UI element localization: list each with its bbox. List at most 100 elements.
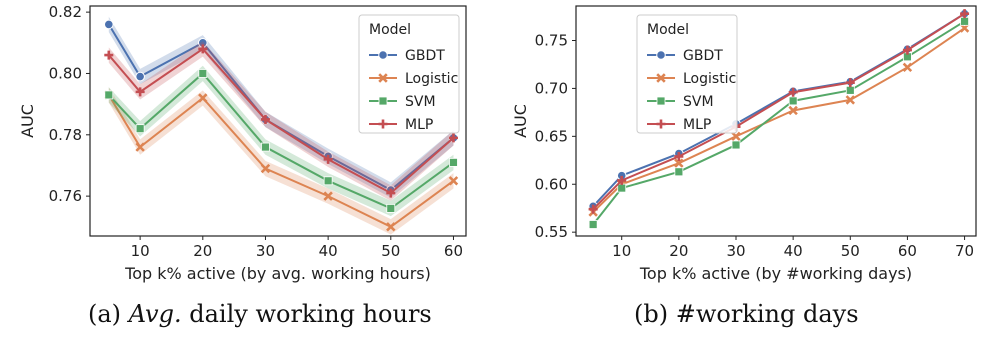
data-point bbox=[386, 188, 396, 198]
data-point bbox=[674, 151, 684, 161]
legend-swatch-marker bbox=[378, 73, 388, 83]
series-svm bbox=[104, 65, 458, 217]
legend-label: Logistic bbox=[683, 71, 736, 87]
data-point bbox=[674, 158, 684, 168]
legend-swatch-marker bbox=[656, 119, 666, 129]
data-point bbox=[960, 16, 969, 26]
data-point bbox=[588, 220, 598, 229]
data-point bbox=[386, 203, 396, 213]
data-point bbox=[788, 87, 798, 97]
data-point bbox=[845, 78, 855, 88]
x-axis-label: Top k% active (by avg. working hours) bbox=[124, 264, 431, 283]
y-tick-label: 0.70 bbox=[535, 79, 568, 97]
caption-a: (a) Avg. daily working hours bbox=[88, 300, 432, 328]
data-point bbox=[261, 142, 270, 152]
legend-label: GBDT bbox=[405, 48, 445, 64]
chart-2: 10 20 30 40 50 60 70 0.55 0.60 0.65 0.70 0.75 Top k%… bbox=[511, 5, 977, 283]
series-mlp bbox=[588, 9, 970, 214]
y-tick-label: 0.55 bbox=[535, 223, 568, 241]
data-point bbox=[386, 222, 396, 232]
data-point bbox=[104, 19, 114, 30]
caption-a-rest: daily working hours bbox=[181, 300, 432, 328]
series-svm bbox=[588, 16, 969, 229]
plot-frame bbox=[89, 5, 467, 237]
x-tick-label: 40 bbox=[784, 242, 803, 260]
series-line bbox=[592, 20, 966, 226]
legend-label: SVM bbox=[405, 94, 436, 110]
legend-label: GBDT bbox=[683, 48, 723, 64]
x-tick-label: 20 bbox=[193, 242, 212, 260]
data-point bbox=[902, 62, 913, 73]
x-tick-label: 10 bbox=[131, 242, 150, 260]
legend-label: MLP bbox=[683, 117, 711, 133]
data-point bbox=[845, 95, 856, 105]
legend: Model GBDT Logistic SVM MLP bbox=[636, 14, 738, 134]
data-point bbox=[135, 71, 145, 82]
data-point bbox=[588, 204, 598, 214]
plot-frame bbox=[575, 5, 977, 237]
legend-label: MLP bbox=[405, 117, 433, 133]
data-point bbox=[448, 176, 459, 186]
legend-swatch-marker bbox=[656, 50, 666, 60]
x-tick-label: 50 bbox=[841, 242, 860, 260]
legend-title: Model bbox=[369, 22, 411, 38]
series-logistic bbox=[104, 87, 459, 235]
caption-b-text: #working days bbox=[675, 300, 859, 328]
x-tick-label: 20 bbox=[669, 242, 688, 260]
caption-b-label: (b) bbox=[634, 300, 669, 328]
data-point bbox=[260, 114, 270, 124]
chart-1: 10 20 30 40 50 60 0.76 0.78 0.80 0.82 Top k% activ… bbox=[18, 3, 467, 283]
data-point bbox=[135, 124, 145, 134]
data-point bbox=[731, 131, 741, 142]
series-line bbox=[592, 12, 966, 210]
x-axis-label: Top k% active (by #working days) bbox=[639, 264, 912, 283]
y-tick-label: 0.75 bbox=[535, 32, 568, 50]
caption-a-italic: Avg. bbox=[128, 300, 182, 328]
x-tick-label: 50 bbox=[381, 242, 400, 260]
data-point bbox=[323, 191, 333, 201]
data-point bbox=[135, 142, 145, 152]
data-point bbox=[449, 157, 458, 167]
data-point bbox=[788, 105, 798, 116]
data-point bbox=[845, 85, 855, 95]
y-axis-label: AUC bbox=[18, 104, 37, 138]
data-point bbox=[104, 50, 114, 60]
y-tick-label: 0.60 bbox=[535, 175, 568, 193]
data-point bbox=[448, 133, 458, 143]
data-point bbox=[323, 176, 333, 186]
data-point bbox=[674, 167, 684, 177]
y-tick-label: 0.78 bbox=[49, 126, 82, 144]
y-tick-label: 0.80 bbox=[49, 64, 82, 82]
x-tick-label: 10 bbox=[612, 242, 631, 260]
data-point bbox=[198, 44, 208, 54]
y-tick-label: 0.82 bbox=[49, 3, 82, 21]
legend: Model GBDT Logistic SVM MLP bbox=[358, 14, 460, 134]
data-point bbox=[617, 183, 627, 193]
legend-title: Model bbox=[647, 22, 689, 38]
data-point bbox=[731, 140, 741, 150]
data-point bbox=[617, 175, 627, 185]
data-point bbox=[198, 69, 208, 78]
y-tick-label: 0.76 bbox=[49, 187, 82, 205]
data-point bbox=[788, 96, 798, 106]
y-tick-label: 0.65 bbox=[535, 127, 568, 145]
caption-b: (b) #working days bbox=[634, 300, 859, 328]
data-point bbox=[135, 87, 145, 97]
figure-canvas: 10 20 30 40 50 60 0.76 0.78 0.80 0.82 Top k% activ… bbox=[18, 3, 977, 283]
caption-a-label: (a) bbox=[88, 300, 122, 328]
y-axis-label: AUC bbox=[511, 104, 530, 138]
x-tick-label: 60 bbox=[898, 242, 917, 260]
data-point bbox=[323, 154, 333, 164]
series-mlp bbox=[104, 41, 458, 201]
legend-swatch-marker bbox=[378, 50, 388, 60]
data-point bbox=[960, 9, 970, 19]
data-point bbox=[902, 45, 912, 55]
legend-label: Logistic bbox=[405, 71, 458, 87]
x-tick-label: 60 bbox=[444, 242, 463, 260]
data-point bbox=[104, 90, 114, 100]
x-tick-label: 70 bbox=[955, 242, 974, 260]
x-tick-label: 30 bbox=[256, 242, 275, 260]
legend-swatch-marker bbox=[656, 73, 666, 83]
x-tick-label: 40 bbox=[319, 242, 338, 260]
legend-label: SVM bbox=[683, 94, 714, 110]
